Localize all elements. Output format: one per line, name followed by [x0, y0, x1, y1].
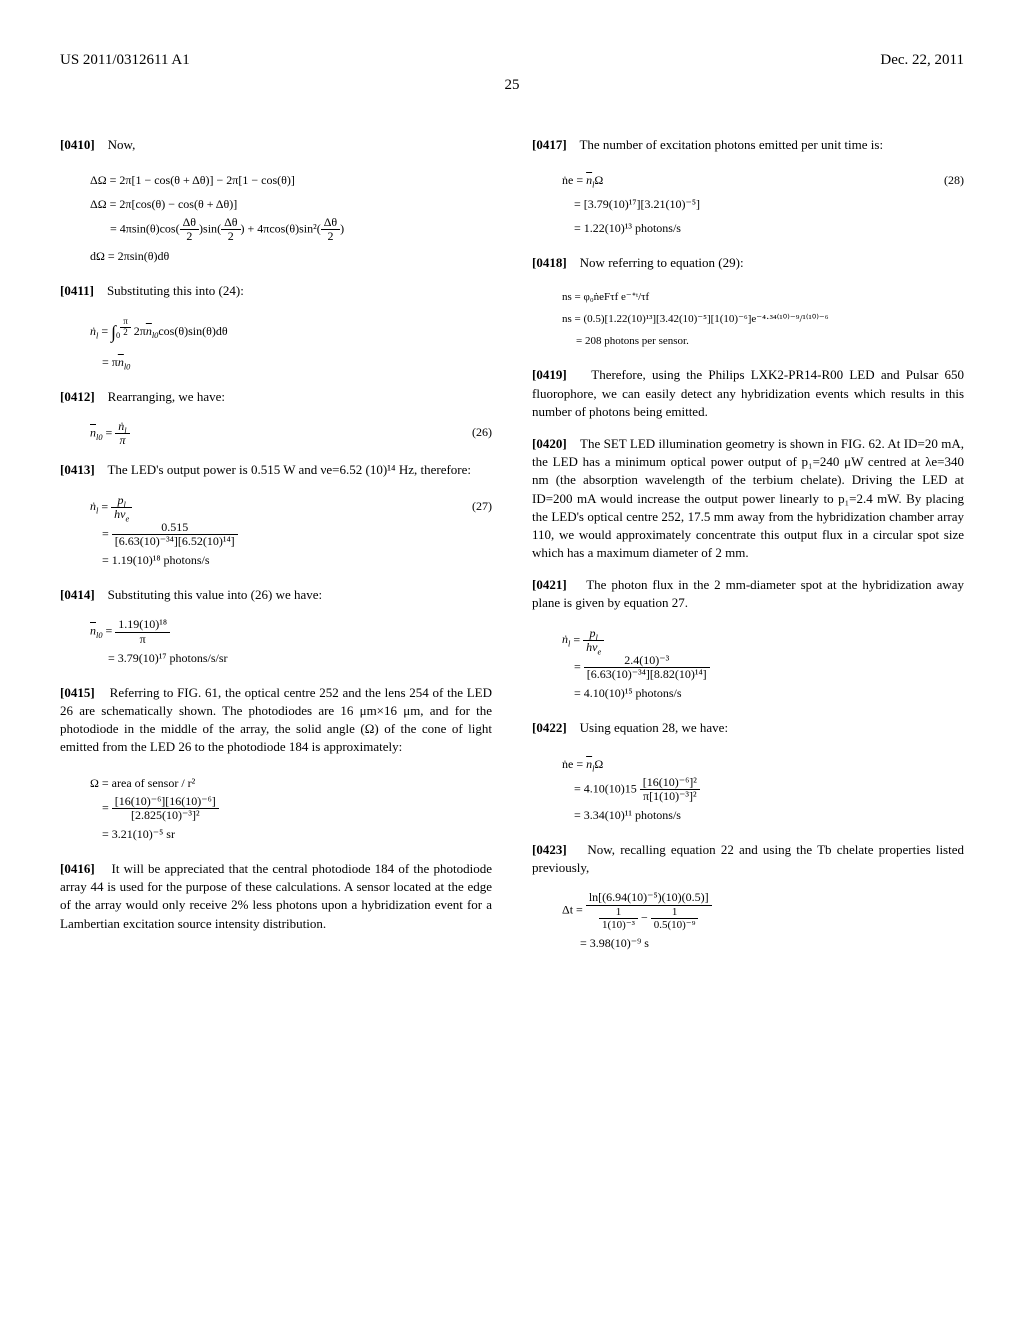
para-0415: [0415] Referring to FIG. 61, the optical… [60, 684, 492, 757]
para-text: It will be appreciated that the central … [60, 861, 492, 931]
eq-line: dΩ = 2πsin(θ)dθ [90, 244, 492, 268]
para-text: Now, recalling equation 22 and using the… [532, 842, 964, 875]
eq-line: ns = (0.5)[1.22(10)¹³][3.42(10)⁻⁵][1(10)… [562, 308, 964, 330]
para-text: Substituting this into (24): [107, 283, 244, 298]
eq-line: = 4.10(10)¹⁵ photons/s [562, 681, 964, 705]
para-ref: [0412] [60, 389, 95, 404]
eq-line: = πnl0 [90, 350, 492, 374]
eq-line: ṅl = ∫0π2 2πnl0cos(θ)sin(θ)dθ [90, 314, 492, 350]
para-text: Therefore, using the Philips LXK2-PR14-R… [532, 367, 964, 418]
page-number: 25 [60, 75, 964, 96]
left-column: [0410] Now, ΔΩ = 2π[1 − cos(θ + Δθ)] − 2… [60, 136, 492, 969]
para-text: Substituting this value into (26) we hav… [108, 587, 322, 602]
para-text: Now referring to equation (29): [580, 255, 744, 270]
eq-0412: nl0 = ṅlπ (26) [90, 420, 492, 447]
eq-line: ΔΩ = 2π[1 − cos(θ + Δθ)] − 2π[1 − cos(θ)… [90, 168, 492, 192]
eq-line: = 4πsin(θ)cos(Δθ2)sin(Δθ2) + 4πcos(θ)sin… [90, 216, 492, 243]
para-ref: [0416] [60, 861, 95, 876]
eq-0415: Ω = area of sensor / r² = [16(10)⁻⁶][16(… [90, 771, 492, 846]
right-column: [0417] The number of excitation photons … [532, 136, 964, 969]
eq-line: = [3.79(10)¹⁷][3.21(10)⁻⁵] [562, 192, 964, 216]
para-0419: [0419] Therefore, using the Philips LXK2… [532, 366, 964, 421]
para-0422: [0422] Using equation 28, we have: [532, 719, 964, 737]
para-text: Referring to FIG. 61, the optical centre… [60, 685, 492, 755]
para-text: The photon flux in the 2 mm-diameter spo… [532, 577, 964, 610]
page-header: US 2011/0312611 A1 Dec. 22, 2011 [60, 50, 964, 71]
para-ref: [0422] [532, 720, 567, 735]
eq-line: = 3.34(10)¹¹ photons/s [562, 803, 964, 827]
content-columns: [0410] Now, ΔΩ = 2π[1 − cos(θ + Δθ)] − 2… [60, 136, 964, 969]
eq-line: = 3.79(10)¹⁷ photons/s/sr [90, 646, 492, 670]
eq-line: = [16(10)⁻⁶][16(10)⁻⁶][2.825(10)⁻³]² [90, 795, 492, 822]
para-text: Rearranging, we have: [108, 389, 225, 404]
eq-line: nl0 = 1.19(10)¹⁸π [90, 618, 492, 645]
para-0421: [0421] The photon flux in the 2 mm-diame… [532, 576, 964, 612]
eq-line: ṅl = plhνe [562, 627, 964, 654]
para-0418: [0418] Now referring to equation (29): [532, 254, 964, 272]
para-ref: [0421] [532, 577, 567, 592]
para-ref: [0413] [60, 462, 95, 477]
eq-line: = 1.19(10)¹⁸ photons/s [90, 548, 492, 572]
eq-line: ṅe = nlΩ [562, 168, 603, 192]
para-ref: [0411] [60, 283, 94, 298]
para-text: Using equation 28, we have: [580, 720, 728, 735]
eq-0413: ṅl = plhνe (27) = 0.515[6.63(10)⁻³⁴][6.5… [90, 494, 492, 573]
eq-line: = 4.10(10)15 [16(10)⁻⁶]²π[1(10)⁻³]² [562, 776, 964, 803]
para-0423: [0423] Now, recalling equation 22 and us… [532, 841, 964, 877]
header-left: US 2011/0312611 A1 [60, 50, 190, 71]
para-0413: [0413] The LED's output power is 0.515 W… [60, 461, 492, 479]
para-0420: [0420] The SET LED illumination geometry… [532, 435, 964, 562]
eq-line: = 2.4(10)⁻³[6.63(10)⁻³⁴][8.82(10)¹⁴] [562, 654, 964, 681]
eq-number: (26) [452, 420, 492, 444]
eq-0411: ṅl = ∫0π2 2πnl0cos(θ)sin(θ)dθ = πnl0 [90, 314, 492, 374]
para-ref: [0420] [532, 436, 567, 451]
para-ref: [0423] [532, 842, 567, 857]
eq-number: (27) [452, 494, 492, 518]
eq-0417: ṅe = nlΩ (28) = [3.79(10)¹⁷][3.21(10)⁻⁵]… [562, 168, 964, 240]
para-0417: [0417] The number of excitation photons … [532, 136, 964, 154]
para-text: The LED's output power is 0.515 W and νe… [107, 462, 471, 477]
eq-line: = 1.22(10)¹³ photons/s [562, 216, 964, 240]
eq-line: ΔΩ = 2π[cos(θ) − cos(θ + Δθ)] [90, 192, 492, 216]
eq-0418: ns = φ₀ṅeFτf e⁻ᐩᵗ/τf ns = (0.5)[1.22(10)… [562, 286, 964, 352]
eq-line: ns = φ₀ṅeFτf e⁻ᐩᵗ/τf [562, 286, 964, 308]
para-ref: [0417] [532, 137, 567, 152]
para-0414: [0414] Substituting this value into (26)… [60, 586, 492, 604]
eq-line: = 3.21(10)⁻⁵ sr [90, 822, 492, 846]
para-ref: [0419] [532, 367, 567, 382]
eq-number: (28) [924, 168, 964, 192]
eq-0410: ΔΩ = 2π[1 − cos(θ + Δθ)] − 2π[1 − cos(θ)… [90, 168, 492, 267]
eq-line: ṅl = plhνe [90, 494, 132, 521]
eq-line: nl0 = ṅlπ [90, 420, 130, 447]
para-0410: [0410] Now, [60, 136, 492, 154]
eq-line: Ω = area of sensor / r² [90, 771, 492, 795]
para-ref: [0415] [60, 685, 95, 700]
eq-0422: ṅe = nlΩ = 4.10(10)15 [16(10)⁻⁶]²π[1(10)… [562, 752, 964, 827]
para-ref: [0418] [532, 255, 567, 270]
para-0416: [0416] It will be appreciated that the c… [60, 860, 492, 933]
eq-0423: Δt = ln[(6.94(10)⁻⁵)(10)(0.5)] 11(10)⁻³ … [562, 891, 964, 954]
para-0412: [0412] Rearranging, we have: [60, 388, 492, 406]
header-right: Dec. 22, 2011 [880, 50, 964, 71]
para-ref: [0410] [60, 137, 95, 152]
eq-line: Δt = ln[(6.94(10)⁻⁵)(10)(0.5)] 11(10)⁻³ … [562, 891, 964, 930]
para-0411: [0411] Substituting this into (24): [60, 282, 492, 300]
eq-line: = 0.515[6.63(10)⁻³⁴][6.52(10)¹⁴] [90, 521, 492, 548]
eq-0414: nl0 = 1.19(10)¹⁸π = 3.79(10)¹⁷ photons/s… [90, 618, 492, 669]
eq-line: = 3.98(10)⁻⁹ s [562, 931, 964, 955]
para-text: The SET LED illumination geometry is sho… [532, 436, 964, 560]
eq-0421: ṅl = plhνe = 2.4(10)⁻³[6.63(10)⁻³⁴][8.82… [562, 627, 964, 706]
para-text: The number of excitation photons emitted… [579, 137, 883, 152]
para-ref: [0414] [60, 587, 95, 602]
eq-line: = 208 photons per sensor. [562, 330, 964, 352]
eq-line: ṅe = nlΩ [562, 752, 964, 776]
para-text: Now, [108, 137, 136, 152]
